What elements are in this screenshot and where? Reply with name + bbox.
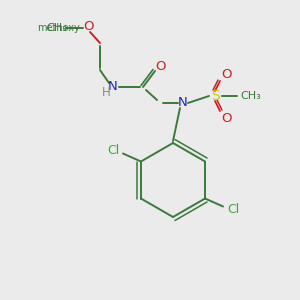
Text: N: N xyxy=(178,97,188,110)
Text: O: O xyxy=(221,112,231,124)
Text: Cl: Cl xyxy=(227,203,239,216)
Text: Cl: Cl xyxy=(107,144,119,157)
Text: N: N xyxy=(108,80,118,94)
Text: O: O xyxy=(156,61,166,74)
Text: S: S xyxy=(211,89,219,103)
Text: CH₃: CH₃ xyxy=(46,23,68,33)
Text: O: O xyxy=(83,20,93,34)
Text: O: O xyxy=(221,68,231,80)
Text: methoxy: methoxy xyxy=(37,23,80,33)
Text: H: H xyxy=(102,86,110,100)
Text: CH₃: CH₃ xyxy=(241,91,261,101)
